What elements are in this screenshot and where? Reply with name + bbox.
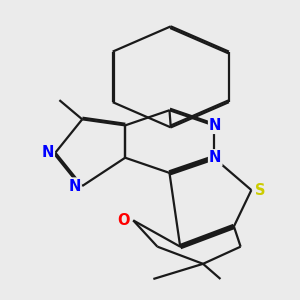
Text: N: N xyxy=(209,118,221,133)
Text: N: N xyxy=(68,178,81,194)
Text: N: N xyxy=(41,145,54,160)
Text: O: O xyxy=(118,213,130,228)
Text: N: N xyxy=(209,150,221,165)
Text: S: S xyxy=(255,183,266,198)
